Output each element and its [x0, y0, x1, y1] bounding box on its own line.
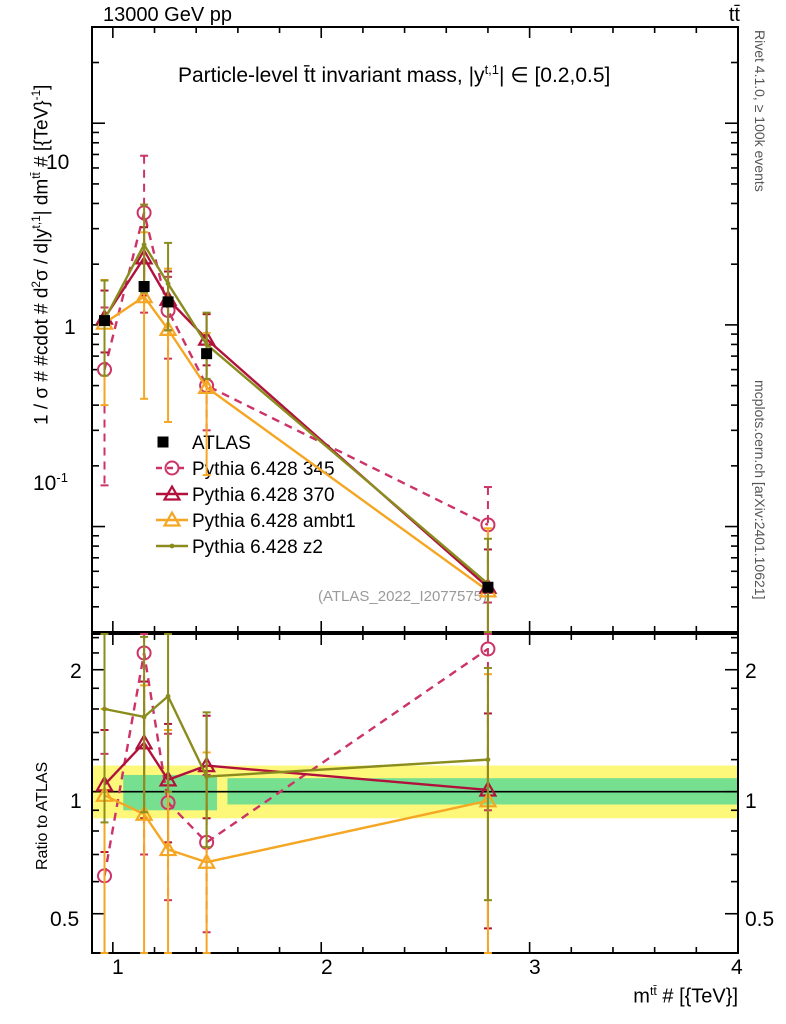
xtick-2: 2	[321, 956, 333, 979]
ratio-marker	[95, 785, 114, 802]
ratio-band-inner-lowx	[123, 774, 218, 811]
ratio-marker	[165, 693, 171, 699]
ratio-band-outer	[92, 765, 738, 819]
main-marker	[199, 378, 215, 394]
ratio-marker	[97, 868, 113, 884]
main-marker	[138, 281, 150, 293]
legend-key-atlas-marker	[157, 436, 169, 448]
ratio-marker	[197, 755, 216, 773]
beam-energy-label: 13000 GeV pp	[103, 4, 232, 26]
ratio-ytick-0p5-right: 0.5	[745, 908, 775, 931]
ratio-marker	[480, 641, 496, 657]
ratio-y-axis-label: Ratio to ATLAS	[34, 761, 51, 870]
ratio-ytick-0p5-left: 0.5	[50, 908, 80, 931]
legend-key-z2-marker	[169, 543, 175, 549]
ratio-ytick-1-right: 1	[745, 790, 757, 813]
ratio-marker	[134, 804, 154, 821]
xtick-1: 1	[112, 956, 124, 979]
ratio-band-outer-lowx	[92, 770, 228, 815]
ratio-band-inner	[92, 778, 738, 805]
legend-label-370: Pythia 6.428 370	[192, 485, 335, 506]
main-marker	[95, 308, 114, 325]
xtick-3: 3	[529, 956, 541, 979]
xtick-4: 4	[731, 956, 743, 979]
ratio-marker	[158, 770, 178, 787]
main-marker	[136, 205, 152, 221]
legend-key-345-marker	[164, 460, 180, 476]
ratio-line-pythia-6-428-ambt1	[103, 794, 489, 864]
main-marker	[158, 289, 178, 306]
rivet-credit: Rivet 4.1.0, ≥ 100k events	[752, 30, 768, 192]
main-ytick-0p1: 10-1	[33, 470, 68, 495]
ratio-marker	[134, 733, 154, 750]
ratio-marker	[141, 714, 147, 720]
mcplots-credit: mcplots.cern.ch [arXiv:2401.10621]	[752, 380, 768, 600]
ratio-line-pythia-6-428-z2	[104, 694, 489, 778]
main-marker	[141, 242, 147, 248]
ratio-line-pythia-6-428-370	[103, 740, 489, 792]
ratio-marker	[197, 852, 216, 869]
ratio-marker	[136, 645, 152, 661]
ratio-marker	[102, 706, 107, 712]
main-marker	[480, 517, 496, 533]
main-marker	[197, 329, 216, 346]
main-marker	[99, 315, 111, 327]
main-marker	[485, 581, 491, 587]
main-marker	[102, 317, 107, 323]
legend-label-ambt1: Pythia 6.428 ambt1	[192, 511, 356, 532]
plot-title: Particle-level t̄t invariant mass, |yt,1…	[178, 62, 611, 87]
main-marker	[197, 377, 216, 394]
ratio-ytick-2-right: 2	[745, 660, 757, 683]
ratio-marker	[204, 774, 210, 779]
ratio-line-pythia-6-428-345	[103, 648, 489, 877]
main-y-axis-label: 1 / σ # #cdot # d2σ / d|yt,1| dmtt̄ # [{…	[30, 84, 53, 425]
ratio-marker	[478, 791, 498, 808]
main-marker	[201, 348, 213, 360]
ratio-marker	[485, 757, 491, 763]
process-label: tt̄	[728, 4, 740, 26]
main-marker	[95, 313, 114, 330]
main-marker	[97, 362, 113, 378]
main-ytick-1: 1	[64, 316, 76, 339]
ratio-marker	[160, 795, 176, 811]
analysis-watermark: (ATLAS_2022_I2077575)	[318, 588, 488, 605]
legend-key-ambt1-marker	[162, 510, 182, 527]
main-marker	[162, 296, 174, 308]
legend-label-atlas: ATLAS	[192, 433, 251, 454]
ratio-marker	[158, 839, 178, 857]
ratio-ytick-1-left: 1	[70, 790, 82, 813]
ratio-ytick-2-left: 2	[70, 660, 82, 683]
ratio-marker	[199, 834, 215, 850]
ratio-marker	[478, 780, 498, 797]
ratio-panel-frame	[91, 633, 739, 954]
legend-label-z2: Pythia 6.428 z2	[192, 537, 323, 558]
main-marker	[204, 342, 210, 347]
x-axis-label: mtt̄ # [{TeV}]	[633, 984, 738, 1008]
main-marker	[160, 302, 176, 318]
main-marker	[158, 319, 178, 337]
main-panel-frame	[91, 26, 739, 633]
legend-label-345: Pythia 6.428 345	[192, 459, 335, 480]
ratio-marker	[95, 775, 114, 792]
main-marker	[165, 281, 171, 287]
legend-key-370-marker	[162, 484, 182, 501]
main-marker	[134, 286, 154, 304]
main-marker	[134, 248, 154, 265]
main-ytick-10: 10	[46, 151, 70, 174]
